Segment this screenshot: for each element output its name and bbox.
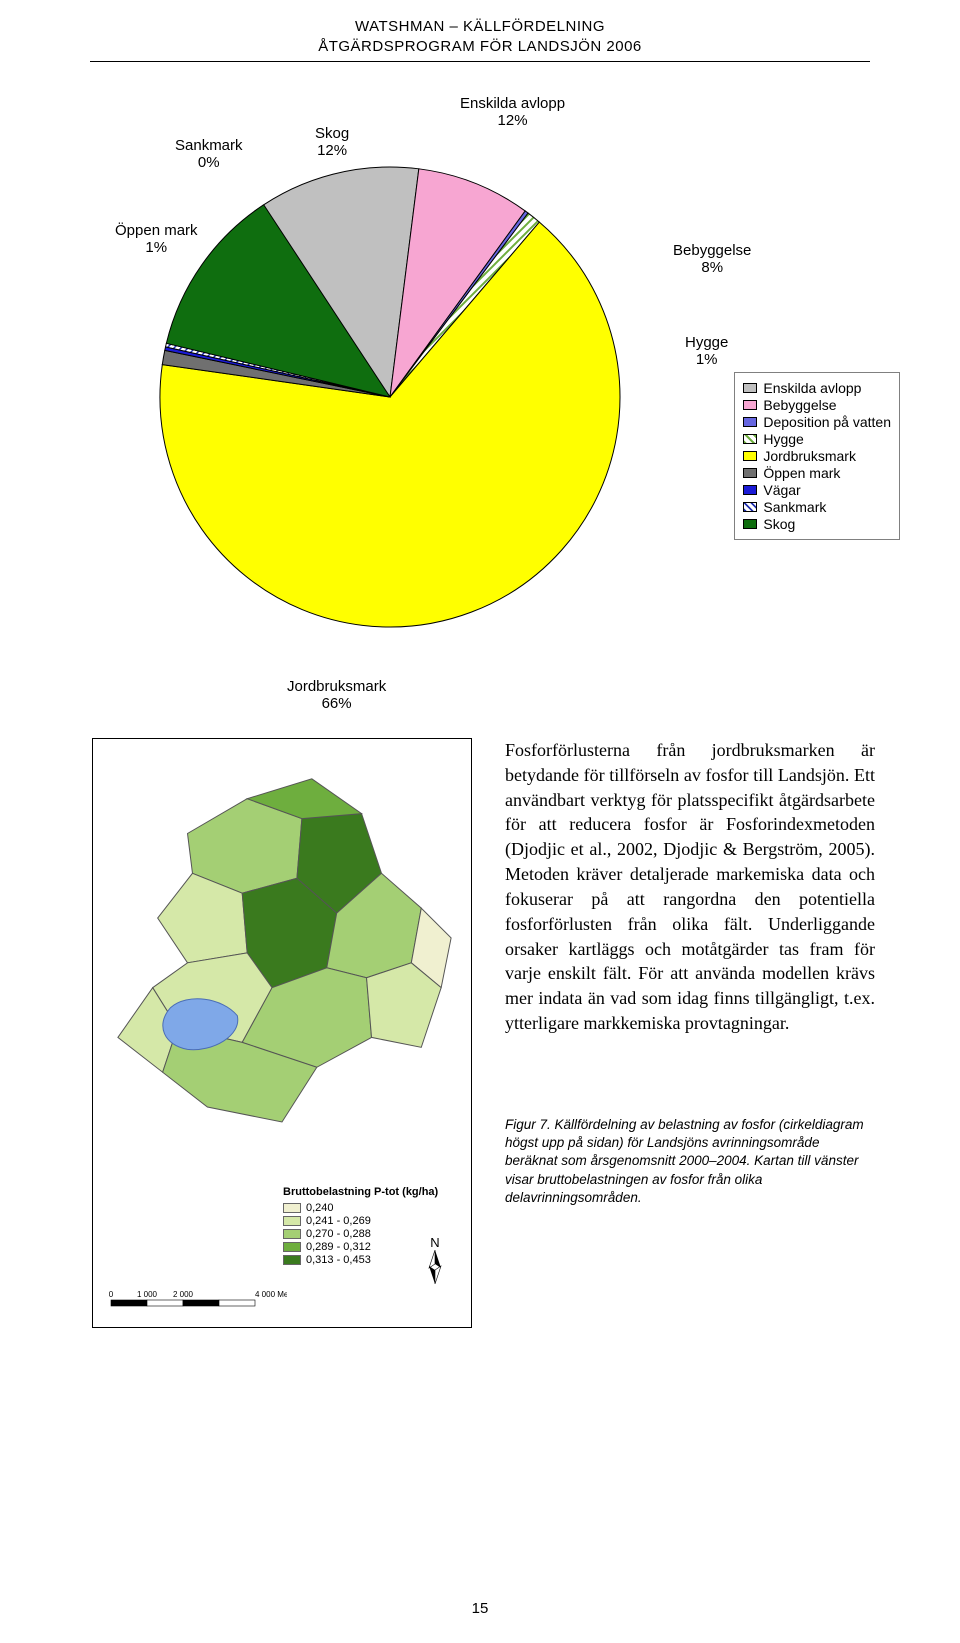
map-legend: Bruttobelastning P-tot (kg/ha) 0,2400,24… bbox=[283, 1186, 438, 1267]
map-legend-label: 0,240 bbox=[306, 1202, 334, 1214]
pie-callout-label: Öppen mark1% bbox=[115, 222, 198, 257]
pie-chart-svg bbox=[115, 92, 675, 712]
pie-legend-row: Sankmark bbox=[743, 499, 891, 515]
map-box: Bruttobelastning P-tot (kg/ha) 0,2400,24… bbox=[92, 738, 472, 1328]
pie-legend-row: Skog bbox=[743, 516, 891, 532]
map-legend-swatch bbox=[283, 1242, 301, 1252]
pie-legend-row: Jordbruksmark bbox=[743, 448, 891, 464]
svg-text:4 000 Meters: 4 000 Meters bbox=[255, 1290, 287, 1299]
legend-swatch bbox=[743, 468, 757, 478]
legend-label: Hygge bbox=[763, 431, 803, 447]
scalebar: 0 1 000 2 000 4 000 Meters bbox=[107, 1286, 287, 1315]
svg-text:0: 0 bbox=[109, 1290, 114, 1299]
body-paragraph: Fosforförlusterna från jordbruksmarken ä… bbox=[505, 738, 875, 1036]
north-label: N bbox=[425, 1235, 445, 1250]
legend-label: Sankmark bbox=[763, 499, 826, 515]
pie-legend-row: Öppen mark bbox=[743, 465, 891, 481]
legend-swatch bbox=[743, 383, 757, 393]
map-legend-row: 0,289 - 0,312 bbox=[283, 1241, 438, 1253]
pie-legend: Enskilda avloppBebyggelseDeposition på v… bbox=[734, 372, 900, 540]
svg-text:1 000: 1 000 bbox=[137, 1290, 158, 1299]
pie-chart-region: Enskilda avloppBebyggelseDeposition på v… bbox=[0, 62, 960, 702]
map-legend-row: 0,270 - 0,288 bbox=[283, 1228, 438, 1240]
legend-label: Bebyggelse bbox=[763, 397, 836, 413]
legend-label: Vägar bbox=[763, 482, 800, 498]
map-legend-swatch bbox=[283, 1203, 301, 1213]
pie-callout-label: Enskilda avlopp12% bbox=[460, 95, 565, 130]
pie-callout-label: Hygge1% bbox=[685, 334, 728, 369]
north-arrow: N bbox=[425, 1235, 445, 1287]
page-number: 15 bbox=[0, 1600, 960, 1617]
pie-callout-label: Skog12% bbox=[315, 125, 349, 160]
pie-callout-label: Bebyggelse8% bbox=[673, 242, 751, 277]
header-line-2: ÅTGÄRDSPROGRAM FÖR LANDSJÖN 2006 bbox=[90, 38, 870, 62]
page-header: WATSHMAN – KÄLLFÖRDELNING ÅTGÄRDSPROGRAM… bbox=[0, 0, 960, 62]
legend-label: Skog bbox=[763, 516, 795, 532]
legend-label: Öppen mark bbox=[763, 465, 840, 481]
scalebar-svg: 0 1 000 2 000 4 000 Meters bbox=[107, 1286, 287, 1312]
body-text-column: Fosforförlusterna från jordbruksmarken ä… bbox=[505, 738, 875, 1207]
legend-swatch bbox=[743, 485, 757, 495]
north-arrow-icon bbox=[425, 1250, 445, 1284]
figure-caption: Figur 7. Källfördelning av belastning av… bbox=[505, 1116, 875, 1207]
map-legend-row: 0,240 bbox=[283, 1202, 438, 1214]
pie-legend-row: Bebyggelse bbox=[743, 397, 891, 413]
header-line-1: WATSHMAN – KÄLLFÖRDELNING bbox=[0, 18, 960, 35]
legend-label: Jordbruksmark bbox=[763, 448, 856, 464]
pie-legend-row: Enskilda avlopp bbox=[743, 380, 891, 396]
pie-legend-row: Hygge bbox=[743, 431, 891, 447]
legend-swatch bbox=[743, 519, 757, 529]
legend-swatch bbox=[743, 451, 757, 461]
pie-legend-row: Vägar bbox=[743, 482, 891, 498]
map-legend-row: 0,241 - 0,269 bbox=[283, 1215, 438, 1227]
legend-swatch bbox=[743, 417, 757, 427]
map-legend-label: 0,270 - 0,288 bbox=[306, 1228, 371, 1240]
map-legend-label: 0,313 - 0,453 bbox=[306, 1254, 371, 1266]
map-legend-swatch bbox=[283, 1216, 301, 1226]
legend-swatch bbox=[743, 502, 757, 512]
pie-callout-label: Sankmark0% bbox=[175, 137, 243, 172]
svg-text:2 000: 2 000 bbox=[173, 1290, 194, 1299]
legend-label: Deposition på vatten bbox=[763, 414, 891, 430]
map-legend-row: 0,313 - 0,453 bbox=[283, 1254, 438, 1266]
map-legend-label: 0,289 - 0,312 bbox=[306, 1241, 371, 1253]
pie-legend-row: Deposition på vatten bbox=[743, 414, 891, 430]
legend-label: Enskilda avlopp bbox=[763, 380, 861, 396]
legend-swatch bbox=[743, 434, 757, 444]
map-legend-swatch bbox=[283, 1255, 301, 1265]
legend-swatch bbox=[743, 400, 757, 410]
map-svg bbox=[93, 739, 471, 1157]
map-legend-label: 0,241 - 0,269 bbox=[306, 1215, 371, 1227]
lower-section: Bruttobelastning P-tot (kg/ha) 0,2400,24… bbox=[0, 702, 960, 1522]
map-legend-swatch bbox=[283, 1229, 301, 1239]
map-legend-title: Bruttobelastning P-tot (kg/ha) bbox=[283, 1186, 438, 1198]
